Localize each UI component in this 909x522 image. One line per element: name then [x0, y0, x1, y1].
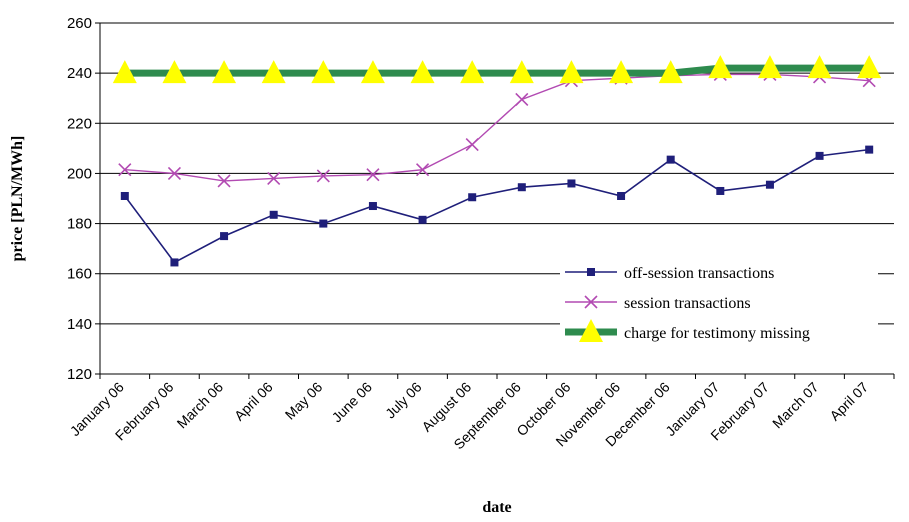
- data-point: [162, 60, 187, 84]
- legend: off-session transactions session transact…: [560, 252, 878, 356]
- y-tick-label: 120: [67, 366, 92, 383]
- data-point: [708, 55, 733, 79]
- data-point: [167, 166, 182, 180]
- marker-stroke: [465, 138, 479, 152]
- data-point: [368, 202, 377, 211]
- marker-stroke: [267, 171, 281, 186]
- marker-stroke: [217, 174, 231, 188]
- data-point: [415, 163, 430, 177]
- y-axis-title: price [PLN/MWh]: [9, 136, 26, 262]
- data-series: [112, 55, 882, 267]
- data-point: [217, 174, 231, 188]
- x-tick-label: March 06: [174, 379, 227, 432]
- legend-item: session transactions: [565, 295, 751, 312]
- data-point: [815, 151, 824, 160]
- data-point: [410, 60, 435, 84]
- data-point: [567, 179, 576, 188]
- legend-label: off-session transactions: [624, 265, 774, 282]
- data-point: [857, 55, 882, 79]
- marker-stroke: [415, 163, 430, 177]
- axes: [95, 22, 895, 379]
- data-point: [468, 193, 477, 202]
- marker-stroke: [118, 163, 132, 177]
- series-1: [118, 67, 876, 188]
- legend-label: session transactions: [624, 295, 751, 312]
- data-point: [587, 268, 595, 276]
- series-line: [124, 148, 870, 264]
- x-axis-title: date: [482, 499, 511, 516]
- data-point: [509, 60, 534, 84]
- marker-stroke: [515, 92, 529, 107]
- data-point: [865, 145, 874, 154]
- data-point: [460, 60, 485, 84]
- y-axis-ticks: 120 140 160 180 200 220 240 260: [67, 15, 92, 383]
- data-point: [609, 60, 634, 84]
- data-point: [170, 258, 179, 267]
- marker-stroke: [167, 166, 182, 180]
- data-point: [418, 215, 427, 224]
- data-point: [617, 191, 626, 200]
- y-tick-label: 260: [67, 15, 92, 32]
- data-point: [584, 295, 598, 309]
- data-point: [212, 60, 237, 84]
- y-tick-label: 240: [67, 65, 92, 82]
- y-tick-label: 140: [67, 316, 92, 333]
- data-point: [465, 138, 479, 152]
- data-point: [360, 60, 385, 84]
- data-point: [666, 155, 675, 164]
- data-point: [118, 163, 132, 177]
- y-tick-label: 160: [67, 266, 92, 283]
- data-point: [120, 191, 129, 200]
- legend-item: off-session transactions: [565, 265, 774, 282]
- data-point: [765, 180, 774, 189]
- x-tick-label: July 06: [382, 379, 425, 422]
- series-line: [124, 64, 870, 77]
- data-point: [807, 55, 832, 79]
- data-point: [261, 60, 286, 84]
- x-tick-label: March 07: [769, 379, 822, 432]
- data-point: [366, 168, 380, 182]
- marker-stroke: [366, 168, 380, 182]
- data-point: [579, 319, 603, 342]
- data-point: [517, 183, 526, 192]
- y-tick-label: 220: [67, 115, 92, 132]
- data-point: [267, 171, 281, 186]
- series-line: [124, 73, 870, 182]
- data-point: [716, 186, 725, 195]
- series-2: [112, 55, 882, 84]
- marker-stroke: [584, 295, 598, 309]
- data-point: [559, 60, 584, 84]
- x-tick-label: June 06: [329, 379, 376, 426]
- data-point: [319, 219, 328, 228]
- data-point: [112, 60, 137, 84]
- legend-item: charge for testimony missing: [565, 319, 810, 342]
- y-tick-label: 200: [67, 165, 92, 182]
- data-point: [269, 210, 278, 219]
- data-point: [658, 60, 683, 84]
- x-tick-label: May 06: [282, 379, 326, 423]
- series-0: [120, 145, 874, 267]
- data-point: [220, 232, 229, 241]
- data-point: [515, 92, 529, 107]
- x-tick-label: April 06: [231, 379, 276, 424]
- marker-stroke: [316, 169, 330, 183]
- y-tick-label: 180: [67, 216, 92, 233]
- data-point: [316, 169, 330, 183]
- data-point: [311, 60, 336, 84]
- data-point: [757, 55, 782, 79]
- legend-background: [560, 252, 878, 356]
- x-tick-label: April 07: [826, 379, 871, 424]
- legend-label: charge for testimony missing: [624, 325, 810, 342]
